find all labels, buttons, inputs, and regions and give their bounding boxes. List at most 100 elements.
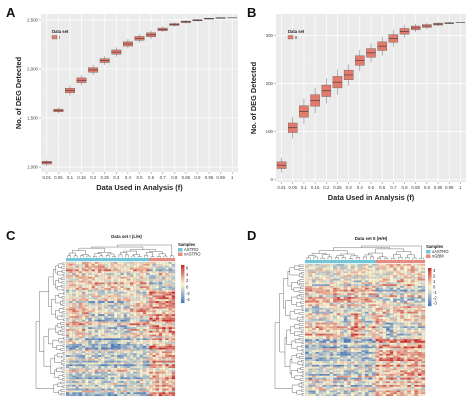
panel-d-heatmap-cell (375, 346, 380, 349)
panel-d-heatmap-cell (365, 287, 369, 290)
panel-d-heatmap-cell (305, 280, 309, 283)
panel-d-heatmap-cell (347, 341, 351, 343)
panel-c-heatmap-cell (78, 299, 83, 302)
panel-c-heatmap-cell (72, 289, 76, 292)
panel-c-heatmap-cell (110, 364, 115, 367)
panel-c-heatmap-cell (165, 280, 169, 283)
panel-d-heatmap-cell (329, 335, 334, 338)
panel-c-heatmap-cell (66, 310, 70, 313)
panel-c-heatmap-cell (146, 301, 150, 303)
panel-c-heatmap-cell (139, 330, 143, 333)
panel-d-heatmap-cell (315, 269, 320, 272)
panel-c-heatmap-cell (66, 356, 70, 359)
panel-d-heatmap-cell (336, 280, 341, 283)
panel-c-heatmap-cell (117, 302, 121, 305)
panel-d-heatmap-cell (347, 322, 351, 325)
panel-d-heatmap-cell (347, 309, 351, 312)
panel-d-heatmap-cell (336, 315, 341, 318)
panel-c-heatmap-cell (72, 360, 76, 363)
panel-c-heatmap-cell (94, 351, 99, 354)
panel-c-annotation-cell (142, 258, 147, 262)
panel-c-heatmap-cell (101, 375, 105, 378)
panel-c-heatmap-cell (91, 271, 95, 274)
panel-d-heatmap-cell (410, 326, 415, 329)
panel-c-heatmap-cell (120, 306, 124, 309)
panel-d-heatmap-cell (400, 275, 404, 277)
panel-d-column-dendrogram-branch (384, 258, 389, 260)
panel-d-heatmap-cell (305, 306, 309, 309)
panel-d-heatmap-cell (386, 271, 390, 274)
panel-c-heatmap-cell (94, 321, 99, 324)
panel-d-heatmap-cell (382, 291, 387, 294)
panel-d-heatmap-cell (396, 304, 401, 307)
panel-d-heatmap-cell (389, 302, 394, 305)
panel-c-heatmap-cell (117, 299, 121, 302)
panel-d-heatmap-cell (365, 350, 369, 353)
panel-c-heatmap-cell (162, 286, 166, 289)
panel-c-heatmap-cell (98, 347, 102, 350)
panel-d-heatmap-cell (379, 359, 383, 362)
panel-d-heatmap-cell (315, 313, 320, 316)
panel-c-heatmap-cell (66, 302, 70, 305)
panel-c-heatmap-cell (78, 360, 83, 363)
panel-c-heatmap-cell (152, 377, 156, 380)
panel-c-heatmap-cell (142, 349, 147, 352)
panel-c-heatmap-cell (94, 319, 99, 322)
panel-c-heatmap-cell (88, 321, 92, 324)
panel-c-heatmap-cell (114, 325, 118, 328)
panel-d-heatmap-cell (382, 326, 387, 329)
panel-d-heatmap-cell (343, 330, 348, 332)
panel-c-heatmap-cell (78, 325, 83, 328)
panel-c-heatmap-cell (91, 286, 95, 289)
panel-c-heatmap-cell (107, 314, 111, 317)
panel-d-heatmap-cell (389, 353, 394, 356)
panel-d-heatmap-cell (329, 284, 334, 287)
panel-c-heatmap-cell (110, 371, 115, 374)
panel-c-heatmap-cell (107, 330, 111, 333)
panel-d-row-dendrogram-branch (285, 300, 292, 316)
panel-d-heatmap-cell (414, 287, 418, 290)
panel-d-heatmap-cell (336, 267, 341, 270)
panel-d-heatmap-cell (400, 333, 404, 336)
panel-c-heatmap-cell (146, 364, 150, 367)
panel-c-heatmap-cell (165, 388, 169, 391)
panel-c-heatmap-cell (155, 280, 160, 283)
panel-c-heatmap-cell (133, 299, 137, 302)
panel-d-heatmap-cell (354, 304, 358, 307)
panel-c-heatmap-cell (126, 330, 131, 333)
panel-c-heatmap-cell (94, 349, 99, 352)
panel-c-heatmap-cell (114, 364, 118, 367)
panel-c-heatmap-cell (133, 349, 137, 352)
panel-c-heatmap-cell (94, 275, 99, 277)
panel-d-heatmap-cell (421, 297, 426, 299)
panel-d-heatmap-cell (329, 317, 334, 320)
panel-c-heatmap-cell (75, 273, 79, 276)
panel-c-heatmap-cell (126, 371, 131, 374)
panel-d-heatmap-cell (421, 271, 426, 274)
panel-c-heatmap-cell (152, 351, 156, 354)
panel-d-heatmap-cell (340, 328, 344, 331)
panel-d-heatmap-cell (365, 361, 369, 364)
panel-d-heatmap-cell (382, 339, 387, 342)
panel-c-heatmap-cell (72, 321, 76, 324)
panel-d-heatmap-cell (386, 326, 390, 329)
panel-c-heatmap-cell (82, 301, 86, 303)
panel-c-heatmap-cell (146, 295, 150, 298)
panel-d-heatmap-cell (365, 355, 369, 358)
panel-c-heatmap-cell (69, 269, 73, 272)
panel-d-heatmap-cell (396, 330, 401, 332)
panel-c-heatmap-cell (69, 273, 73, 276)
panel-d-heatmap-cell (333, 275, 337, 277)
panel-c-heatmap-cell (72, 330, 76, 333)
panel-c-heatmap-cell (120, 384, 124, 387)
panel-c-heatmap-cell (136, 347, 140, 350)
panel-c-heatmap-cell (69, 319, 73, 322)
panel-d-heatmap-cell (393, 267, 397, 270)
panel-d-column-dendrogram-branch (327, 256, 332, 260)
panel-b-x-tick-label: 0.85 (411, 185, 420, 190)
panel-c-heatmap-cell (107, 297, 111, 300)
panel-c-color-scale-step (181, 284, 185, 286)
panel-c-heatmap-cell (117, 308, 121, 311)
panel-c-heatmap-cell (75, 278, 79, 281)
